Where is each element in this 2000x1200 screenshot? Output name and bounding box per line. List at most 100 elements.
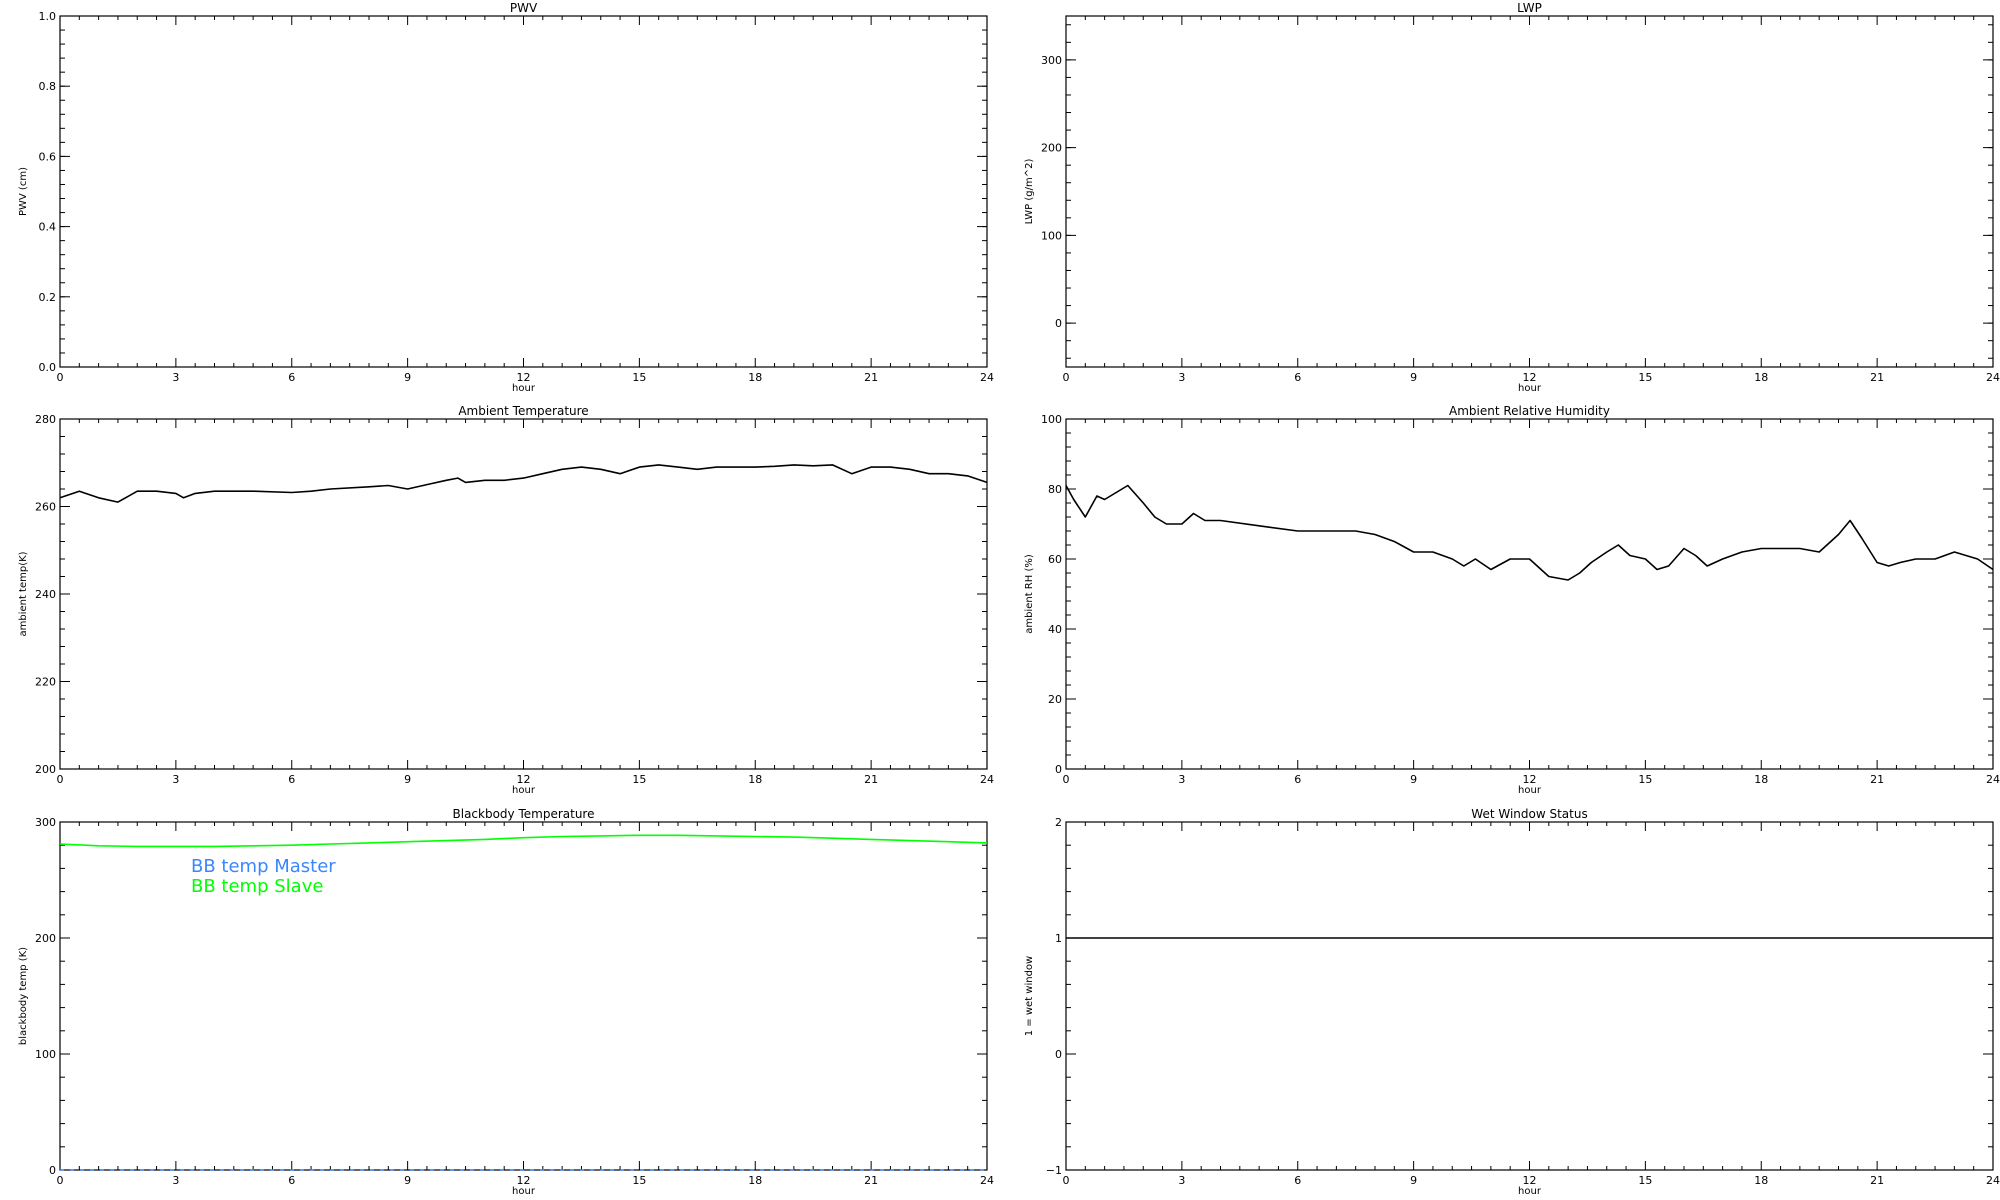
y-axis-label: 1 = wet window — [1024, 956, 1035, 1036]
x-tick-label: 12 — [1523, 773, 1537, 786]
y-tick-label: 60 — [1048, 553, 1062, 566]
y-tick-label: 200 — [35, 932, 56, 945]
y-axis-label: ambient RH (%) — [1024, 554, 1035, 634]
x-tick-label: 12 — [517, 773, 531, 786]
y-tick-label: 2 — [1055, 816, 1062, 829]
x-tick-label: 0 — [57, 1174, 64, 1187]
series-line-1 — [1065, 484, 1994, 581]
x-tick-label: 24 — [1986, 773, 2000, 786]
x-tick-label: 6 — [1294, 1174, 1301, 1187]
y-tick-label: 300 — [1041, 54, 1062, 67]
x-tick-label: 24 — [980, 1174, 994, 1187]
y-tick-label: 200 — [1041, 142, 1062, 155]
chart-title: Blackbody Temperature — [453, 807, 595, 821]
plot-frame — [59, 15, 988, 368]
y-tick-label: 280 — [35, 413, 56, 426]
x-tick-label: 0 — [57, 773, 64, 786]
x-tick-label: 18 — [748, 1174, 762, 1187]
plot-frame — [1065, 418, 1994, 770]
x-tick-label: 6 — [288, 1174, 295, 1187]
y-tick-label: 260 — [35, 501, 56, 514]
y-tick-label: 220 — [35, 676, 56, 689]
x-tick-label: 9 — [1410, 773, 1417, 786]
x-tick-label: 9 — [1410, 371, 1417, 384]
chart-panel-4: Ambient Relative Humidity 0 3 6 9 12 15 18 21 24 h… — [1024, 404, 2000, 796]
y-tick-label: 80 — [1048, 483, 1062, 496]
x-tick-label: 0 — [1063, 773, 1070, 786]
y-tick-label: 0.0 — [39, 361, 57, 374]
x-tick-label: 15 — [632, 371, 646, 384]
y-tick-label: 0 — [1055, 1048, 1062, 1061]
chart-title: Ambient Relative Humidity — [1449, 404, 1610, 418]
x-tick-label: 21 — [864, 371, 878, 384]
y-tick-label: 100 — [1041, 229, 1062, 242]
x-tick-label: 15 — [1638, 371, 1652, 384]
x-tick-label: 3 — [172, 773, 179, 786]
y-tick-label: 300 — [35, 816, 56, 829]
x-tick-label: 24 — [980, 371, 994, 384]
x-tick-label: 6 — [288, 773, 295, 786]
y-tick-label: 240 — [35, 588, 56, 601]
x-tick-label: 24 — [980, 773, 994, 786]
y-tick-label: 0.8 — [39, 80, 57, 93]
x-tick-label: 0 — [1063, 1174, 1070, 1187]
y-tick-label: 0.6 — [39, 150, 57, 163]
x-tick-label: 0 — [1063, 371, 1070, 384]
y-axis-label: ambient temp(K) — [18, 551, 29, 636]
x-tick-label: 18 — [1754, 773, 1768, 786]
x-tick-label: 21 — [1870, 773, 1884, 786]
x-axis-label: hour — [512, 383, 536, 394]
plot-frame — [1065, 15, 1994, 368]
y-tick-label: 40 — [1048, 623, 1062, 636]
x-tick-label: 21 — [864, 1174, 878, 1187]
x-tick-label: 9 — [404, 371, 411, 384]
y-tick-label: 20 — [1048, 693, 1062, 706]
y-tick-label: 0 — [1055, 317, 1062, 330]
x-tick-label: 24 — [1986, 1174, 2000, 1187]
y-tick-label: 0.2 — [39, 291, 57, 304]
x-tick-label: 12 — [1523, 1174, 1537, 1187]
legend-entry: BB temp Slave — [191, 876, 323, 897]
x-tick-label: 3 — [1178, 773, 1185, 786]
plot-frame — [1065, 821, 1994, 1171]
x-tick-label: 9 — [404, 1174, 411, 1187]
y-axis-label: PWV (cm) — [18, 167, 29, 216]
chart-panel-3: Ambient Temperature 0 3 6 9 12 15 18 21 24 hour 200… — [18, 404, 994, 796]
x-tick-label: 12 — [1523, 371, 1537, 384]
x-tick-label: 15 — [632, 773, 646, 786]
y-tick-label: 200 — [35, 763, 56, 776]
x-tick-label: 6 — [1294, 773, 1301, 786]
y-tick-label: 100 — [35, 1048, 56, 1061]
x-tick-label: 9 — [404, 773, 411, 786]
series-line-2 — [59, 834, 988, 848]
x-tick-label: 15 — [632, 1174, 646, 1187]
x-axis-label: hour — [512, 1186, 536, 1197]
y-tick-label: 1.0 — [39, 10, 57, 23]
x-tick-label: 9 — [1410, 1174, 1417, 1187]
chart-title: Wet Window Status — [1471, 807, 1587, 821]
x-tick-label: 15 — [1638, 1174, 1652, 1187]
x-axis-label: hour — [1518, 785, 1542, 796]
x-tick-label: 18 — [1754, 371, 1768, 384]
x-tick-label: 3 — [172, 1174, 179, 1187]
x-tick-label: 15 — [1638, 773, 1652, 786]
y-tick-label: 0.4 — [39, 221, 57, 234]
x-tick-label: 24 — [1986, 371, 2000, 384]
x-tick-label: 18 — [748, 371, 762, 384]
x-tick-label: 21 — [1870, 1174, 1884, 1187]
y-axis-label: LWP (g/m^2) — [1024, 159, 1035, 225]
chart-panel-5: Blackbody Temperature 0 3 6 9 12 15 18 21 24 hour 0… — [18, 807, 994, 1197]
y-axis-label: blackbody temp (K) — [18, 947, 29, 1045]
x-tick-label: 21 — [1870, 371, 1884, 384]
x-axis-label: hour — [512, 785, 536, 796]
y-tick-label: 1 — [1055, 932, 1062, 945]
x-tick-label: 12 — [517, 1174, 531, 1187]
x-tick-label: 3 — [1178, 371, 1185, 384]
y-tick-label: 0 — [1055, 763, 1062, 776]
legend-entry: BB temp Master — [191, 856, 336, 877]
chart-title: Ambient Temperature — [458, 404, 588, 418]
x-tick-label: 12 — [517, 371, 531, 384]
x-tick-label: 3 — [1178, 1174, 1185, 1187]
